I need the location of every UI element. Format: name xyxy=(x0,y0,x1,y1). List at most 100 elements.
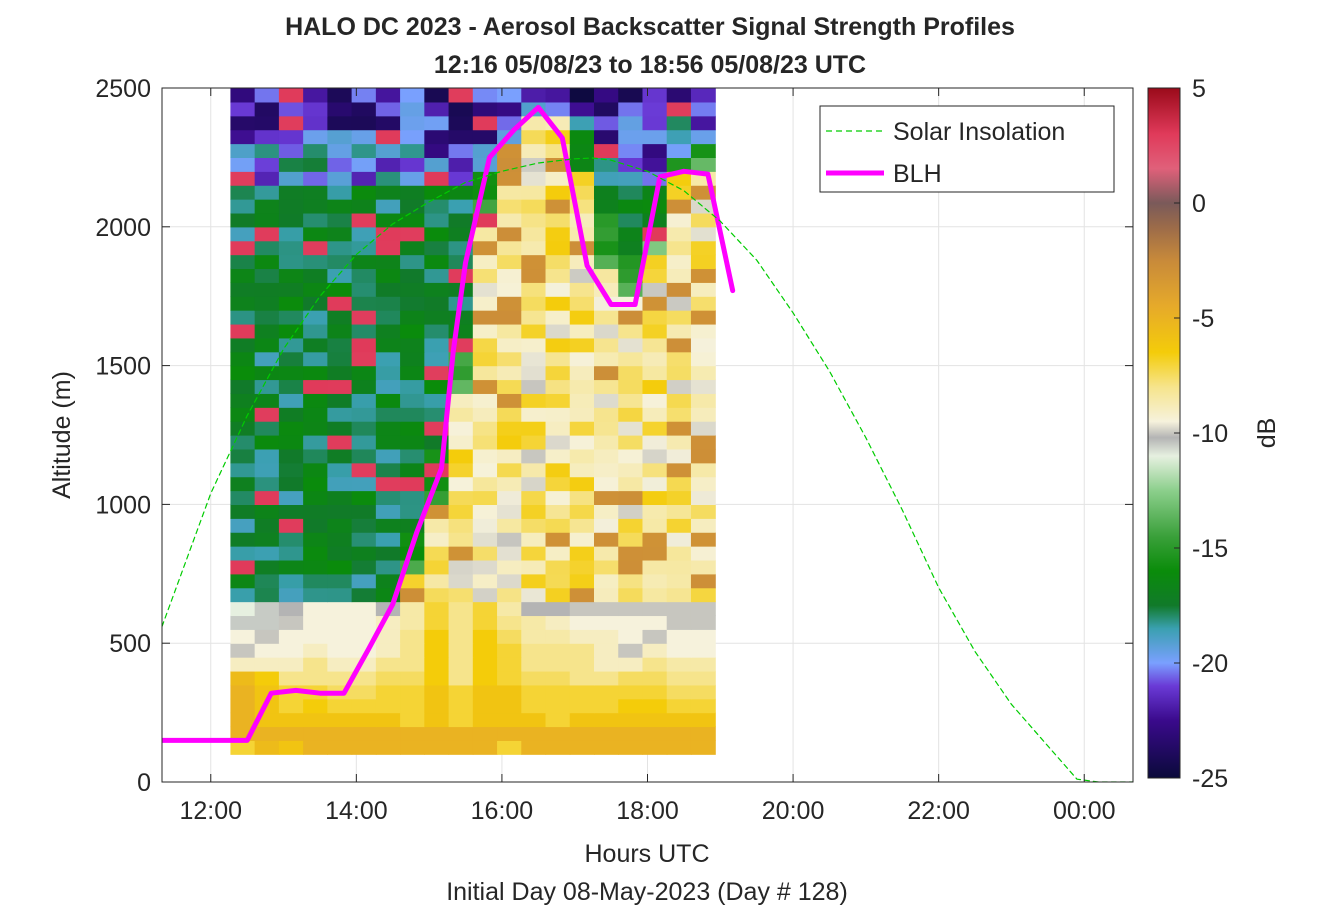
heatmap-cell xyxy=(278,559,304,575)
heatmap-cell xyxy=(594,310,619,325)
heatmap-cell xyxy=(230,615,256,630)
heatmap-cell xyxy=(545,615,571,630)
heatmap-cell xyxy=(230,448,256,464)
heatmap-cell xyxy=(594,490,619,505)
heatmap-cell xyxy=(521,240,547,256)
heatmap-cell xyxy=(400,101,425,117)
heatmap-cell xyxy=(327,601,353,617)
heatmap-cell xyxy=(448,615,474,630)
heatmap-cell xyxy=(642,670,668,686)
heatmap-cell xyxy=(521,337,547,353)
heatmap-cell xyxy=(230,490,256,505)
heatmap-cell xyxy=(278,698,304,714)
heatmap-cell xyxy=(618,157,644,172)
heatmap-cell xyxy=(230,365,256,381)
heatmap-cell xyxy=(521,643,547,658)
heatmap-cell xyxy=(618,143,644,158)
heatmap-cell xyxy=(666,226,692,242)
heatmap-cell xyxy=(351,421,377,436)
heatmap-cell xyxy=(618,712,644,728)
heatmap-cell xyxy=(569,559,595,575)
heatmap-cell xyxy=(545,212,571,228)
heatmap-cell xyxy=(594,407,619,422)
heatmap-cell xyxy=(327,365,353,381)
heatmap-cell xyxy=(375,573,401,589)
heatmap-cell xyxy=(230,684,256,700)
heatmap-cell xyxy=(254,587,280,603)
heatmap-cell xyxy=(400,129,425,145)
heatmap-cell xyxy=(521,435,547,450)
heatmap-cell xyxy=(424,712,450,728)
heatmap-cell xyxy=(424,643,450,658)
heatmap-cell xyxy=(351,698,377,714)
heatmap-cell xyxy=(666,573,692,589)
heatmap-cell xyxy=(448,171,474,186)
heatmap-cell xyxy=(594,88,619,103)
heatmap-cell xyxy=(424,101,450,117)
heatmap-cell xyxy=(690,518,716,533)
heatmap-cell xyxy=(497,504,522,519)
heatmap-cell xyxy=(666,546,692,561)
heatmap-cell xyxy=(424,518,450,533)
heatmap-cell xyxy=(351,129,377,145)
heatmap-cell xyxy=(618,407,644,422)
heatmap-cell xyxy=(448,657,474,672)
heatmap-cell xyxy=(642,143,668,158)
heatmap-cell xyxy=(472,296,498,311)
heatmap-cell xyxy=(375,643,401,658)
heatmap-cell xyxy=(448,199,474,214)
heatmap-cell xyxy=(278,115,304,131)
heatmap-cell xyxy=(303,490,328,505)
heatmap-cell xyxy=(424,726,450,741)
heatmap-cell xyxy=(642,518,668,533)
heatmap-cell xyxy=(400,587,425,603)
heatmap-cell xyxy=(351,573,377,589)
heatmap-cell xyxy=(472,101,498,117)
heatmap-cell xyxy=(303,185,328,200)
heatmap-cell xyxy=(375,157,401,172)
heatmap-cell xyxy=(400,282,425,297)
heatmap-cell xyxy=(254,657,280,672)
heatmap-cell xyxy=(351,393,377,408)
heatmap-cell xyxy=(545,101,571,117)
y-tick-label: 1000 xyxy=(95,491,151,519)
heatmap-cell xyxy=(594,226,619,242)
heatmap-cell xyxy=(594,601,619,617)
heatmap-cell xyxy=(327,199,353,214)
x-tick-label: 18:00 xyxy=(616,797,679,825)
heatmap-cell xyxy=(618,490,644,505)
heatmap-cell xyxy=(375,212,401,228)
x-tick-label: 22:00 xyxy=(907,797,970,825)
heatmap-cell xyxy=(521,171,547,186)
heatmap-cell xyxy=(375,532,401,547)
heatmap-cell xyxy=(351,171,377,186)
heatmap-cell xyxy=(254,88,280,103)
heatmap-cell xyxy=(545,518,571,533)
heatmap-cell xyxy=(666,726,692,741)
heatmap-cell xyxy=(497,573,522,589)
heatmap-cell xyxy=(690,435,716,450)
heatmap-cell xyxy=(690,490,716,505)
heatmap-cell xyxy=(666,490,692,505)
heatmap-cell xyxy=(448,365,474,381)
heatmap-cell xyxy=(351,712,377,728)
heatmap-cell xyxy=(618,421,644,436)
heatmap-cell xyxy=(254,504,280,519)
heatmap-cell xyxy=(303,740,328,755)
heatmap-cell xyxy=(642,268,668,283)
heatmap-cell xyxy=(666,282,692,297)
heatmap-cell xyxy=(569,740,595,755)
heatmap-cell xyxy=(521,629,547,644)
heatmap-cell xyxy=(327,310,353,325)
heatmap-cell xyxy=(545,323,571,339)
heatmap-cell xyxy=(618,212,644,228)
heatmap-cell xyxy=(472,157,498,172)
heatmap-cell xyxy=(521,601,547,617)
heatmap-cell xyxy=(351,587,377,603)
heatmap-cell xyxy=(472,254,498,270)
heatmap-cell xyxy=(230,587,256,603)
heatmap-cell xyxy=(472,629,498,644)
heatmap-cell xyxy=(424,185,450,200)
heatmap-cell xyxy=(424,573,450,589)
legend-box xyxy=(819,105,1115,193)
